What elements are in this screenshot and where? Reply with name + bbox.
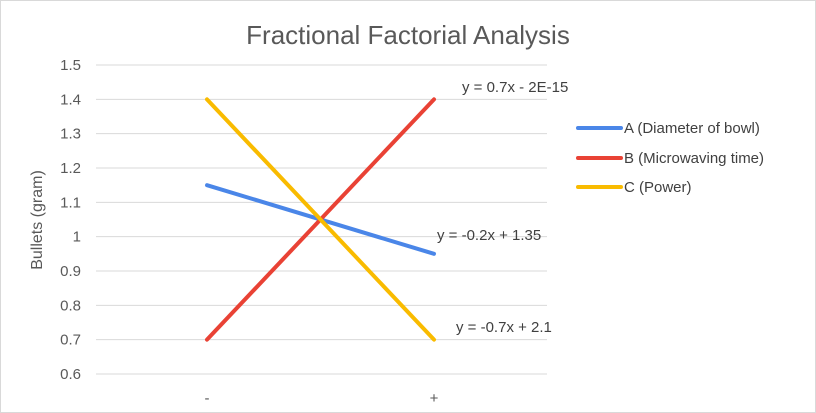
trendline-equation: y = -0.2x + 1.35 [437,227,541,244]
legend-label: C (Power) [624,179,692,196]
y-tick-label: 1.3 [60,126,81,143]
y-tick-label: 1.5 [60,57,81,74]
y-tick-label: 1.2 [60,160,81,177]
y-tick-label: 1.1 [60,194,81,211]
trendline-equations: y = -0.2x + 1.35 y = 0.7x - 2E-15 y = -0.7… [437,79,568,336]
y-tick-label: 1 [73,229,81,246]
legend: A (Diameter of bowl) B (Microwaving time)… [576,120,764,196]
x-tick-label: + [430,390,439,407]
y-tick-label: 0.7 [60,332,81,349]
gridlines [96,64,547,375]
legend-label: B (Microwaving time) [624,150,764,167]
legend-label: A (Diameter of bowl) [624,120,760,137]
series-lines [205,97,436,342]
x-tick-label: - [205,390,210,407]
series-line-3 [205,97,436,342]
y-tick-label: 0.8 [60,297,81,314]
y-tick-label: 0.9 [60,263,81,280]
chart-title: Fractional Factorial Analysis [246,20,570,50]
y-tick-label: 0.6 [60,366,81,383]
trendline-equation: y = 0.7x - 2E-15 [462,79,568,96]
y-tick-label: 1.4 [60,91,81,108]
trendline-equation: y = -0.7x + 2.1 [456,319,552,336]
y-axis-label: Bullets (gram) [29,170,46,270]
tick-labels: 0.6 0.7 0.8 0.9 1 1.1 1.2 1.3 1.4 1.5 - + [60,57,438,407]
